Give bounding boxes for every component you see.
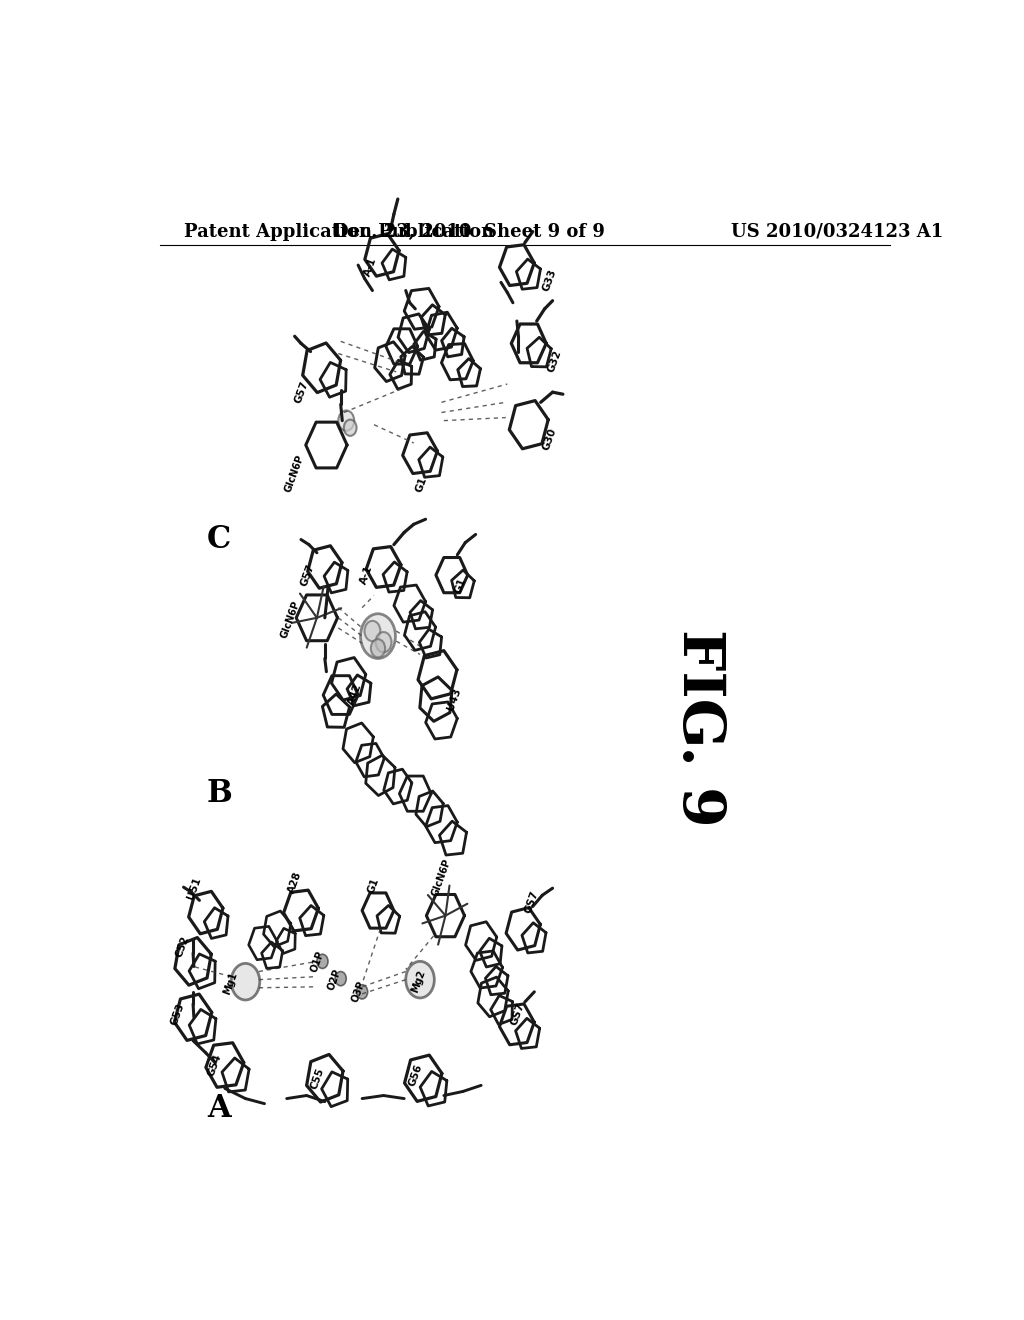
Text: G30: G30 [541, 428, 558, 453]
Text: GS7: GS7 [523, 890, 541, 915]
Text: B: B [207, 779, 232, 809]
Text: G1: G1 [367, 876, 381, 894]
Text: FIG. 9: FIG. 9 [672, 628, 727, 826]
Circle shape [365, 620, 380, 642]
Circle shape [335, 972, 346, 986]
Text: Patent Application Publication: Patent Application Publication [183, 223, 494, 240]
Text: G1: G1 [414, 475, 428, 494]
Text: A42: A42 [346, 681, 364, 706]
Text: C52: C52 [174, 935, 191, 958]
Text: Mg1: Mg1 [221, 970, 239, 995]
Circle shape [360, 614, 395, 659]
Text: O1P: O1P [309, 949, 326, 974]
Circle shape [406, 961, 434, 998]
Text: Dec. 23, 2010  Sheet 9 of 9: Dec. 23, 2010 Sheet 9 of 9 [333, 223, 605, 240]
Text: O3P: O3P [350, 979, 368, 1005]
Text: Mg2: Mg2 [410, 969, 427, 994]
Text: US 2010/0324123 A1: US 2010/0324123 A1 [731, 223, 943, 240]
Text: G56: G56 [408, 1063, 425, 1088]
Circle shape [376, 632, 391, 652]
Text: A28: A28 [287, 870, 304, 894]
Text: G1: G1 [454, 577, 468, 594]
Text: GlcN6P: GlcN6P [430, 857, 453, 898]
Text: GS7: GS7 [509, 1001, 526, 1027]
Text: U51: U51 [185, 875, 203, 900]
Circle shape [231, 964, 260, 1001]
Text: A: A [208, 1093, 231, 1125]
Text: A-1: A-1 [362, 256, 378, 277]
Text: G54: G54 [206, 1052, 223, 1077]
Text: G57: G57 [299, 562, 316, 587]
Text: G53: G53 [169, 1002, 186, 1027]
Text: G33: G33 [541, 268, 558, 293]
Text: U43: U43 [445, 686, 463, 711]
Circle shape [338, 411, 354, 430]
Text: GlcN6P: GlcN6P [283, 454, 305, 494]
Text: G57: G57 [293, 379, 310, 404]
Circle shape [356, 985, 368, 999]
Text: C55: C55 [309, 1067, 326, 1090]
Circle shape [316, 954, 328, 969]
Circle shape [344, 420, 356, 436]
Circle shape [371, 639, 385, 657]
Text: GlcN6P: GlcN6P [279, 599, 302, 640]
Text: A-1: A-1 [358, 564, 374, 585]
Text: G32: G32 [546, 348, 563, 374]
Text: O2P: O2P [327, 968, 343, 991]
Text: C: C [207, 524, 231, 554]
